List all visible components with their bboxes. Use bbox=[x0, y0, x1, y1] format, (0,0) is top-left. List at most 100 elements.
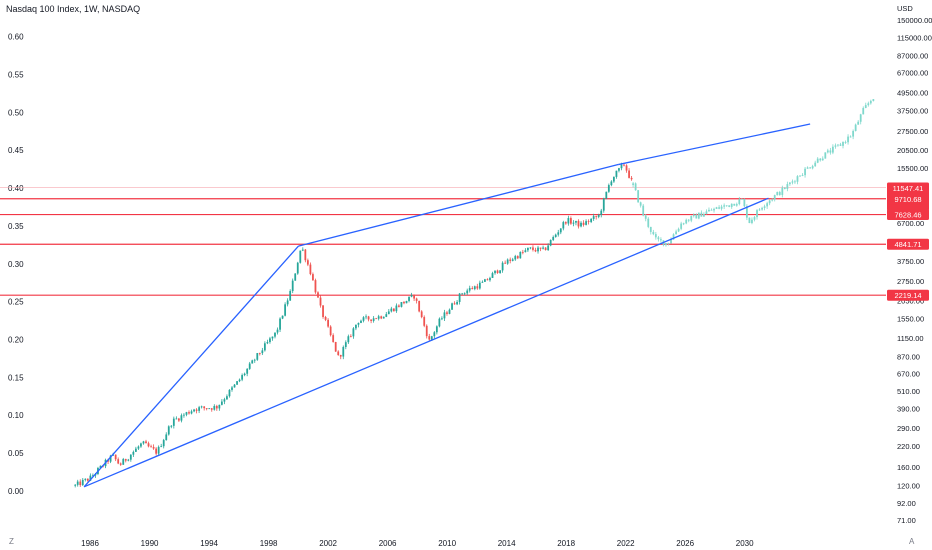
trendline bbox=[618, 123, 811, 166]
candle-body bbox=[461, 293, 464, 295]
timezone-corner-label[interactable]: Z bbox=[9, 537, 14, 546]
level-badge-bg bbox=[887, 289, 929, 301]
candle-body bbox=[652, 231, 655, 235]
candle-body bbox=[456, 301, 458, 305]
candle-body bbox=[81, 479, 84, 486]
candle-body bbox=[537, 247, 539, 252]
x-axis-tick-label: 2026 bbox=[676, 539, 694, 548]
candle-body bbox=[660, 239, 662, 241]
candle-body bbox=[773, 195, 776, 200]
candle-body bbox=[226, 396, 228, 400]
autoscale-corner-label[interactable]: A bbox=[909, 537, 915, 546]
candle-body bbox=[587, 221, 590, 222]
candle-body bbox=[657, 237, 660, 240]
candle-body bbox=[849, 136, 852, 138]
candle-body bbox=[175, 418, 178, 420]
candle-body bbox=[788, 182, 791, 185]
candle-body bbox=[446, 312, 448, 314]
candle-body bbox=[443, 312, 446, 319]
candle-body bbox=[771, 199, 774, 201]
candle-body bbox=[796, 176, 799, 182]
candle-body bbox=[309, 264, 312, 275]
candle-body bbox=[491, 273, 494, 278]
candle-body bbox=[519, 251, 522, 259]
candle-body bbox=[864, 105, 867, 108]
candle-body bbox=[428, 336, 431, 340]
level-badge-label: 4841.71 bbox=[894, 240, 921, 249]
candle-body bbox=[778, 192, 781, 195]
candle-body bbox=[763, 206, 766, 208]
candle-body bbox=[623, 164, 625, 166]
candle-body bbox=[695, 214, 698, 219]
candle-body bbox=[276, 329, 279, 333]
candle-body bbox=[360, 320, 362, 323]
candle-body bbox=[306, 260, 309, 265]
candle-body bbox=[743, 198, 746, 207]
candle-body bbox=[342, 346, 345, 357]
candle-body bbox=[84, 478, 87, 480]
candle-body bbox=[496, 270, 499, 274]
candle-body bbox=[382, 316, 385, 319]
candle-body bbox=[256, 353, 259, 360]
candle-body bbox=[687, 219, 690, 221]
candle-body bbox=[552, 236, 555, 240]
candle-body bbox=[220, 401, 223, 405]
candle-body bbox=[637, 190, 640, 203]
candle-body bbox=[134, 448, 137, 452]
candle-body bbox=[441, 318, 443, 320]
candle-body bbox=[218, 404, 221, 409]
candle-body bbox=[867, 103, 870, 106]
candle-body bbox=[816, 158, 819, 163]
candle-body bbox=[147, 443, 150, 447]
candle-body bbox=[654, 234, 657, 238]
left-axis-tick-label: 0.15 bbox=[8, 373, 24, 382]
x-axis-tick-label: 1990 bbox=[141, 539, 159, 548]
candle-body bbox=[862, 107, 865, 115]
chart-title: Nasdaq 100 Index, 1W, NASDAQ bbox=[6, 4, 141, 14]
candle-body bbox=[269, 338, 271, 343]
candle-body bbox=[324, 316, 327, 320]
candle-body bbox=[672, 234, 675, 240]
candle-body bbox=[390, 308, 393, 312]
candle-body bbox=[423, 317, 426, 326]
x-axis-tick-label: 2010 bbox=[438, 539, 456, 548]
right-axis-tick-label: 150000.00 bbox=[897, 16, 932, 25]
candle-body bbox=[628, 170, 630, 178]
candle-body bbox=[380, 316, 383, 319]
candle-body bbox=[781, 187, 784, 195]
candle-body bbox=[570, 218, 572, 224]
candle-body bbox=[246, 368, 249, 374]
candle-body bbox=[165, 434, 168, 441]
candle-body bbox=[758, 209, 761, 211]
candle-body bbox=[829, 150, 832, 153]
candle-body bbox=[592, 216, 595, 219]
candle-body bbox=[274, 332, 276, 337]
candle-body bbox=[448, 309, 451, 314]
candle-body bbox=[322, 305, 324, 317]
candle-body bbox=[542, 247, 544, 249]
candle-body bbox=[205, 408, 208, 409]
candle-body bbox=[466, 290, 469, 294]
right-axis-tick-label: 290.00 bbox=[897, 424, 920, 433]
candle-body bbox=[534, 249, 537, 252]
right-axis-tick-label: 160.00 bbox=[897, 463, 920, 472]
candle-body bbox=[824, 152, 827, 159]
candle-body bbox=[231, 387, 233, 390]
candle-body bbox=[612, 176, 615, 182]
right-axis-tick-label: 67000.00 bbox=[897, 69, 928, 78]
candle-body bbox=[869, 100, 872, 104]
candle-body bbox=[365, 316, 367, 318]
candle-body bbox=[857, 121, 860, 125]
candle-body bbox=[804, 168, 806, 176]
candle-body bbox=[289, 291, 292, 301]
candle-body bbox=[478, 282, 481, 289]
candle-body bbox=[809, 167, 812, 169]
candle-body bbox=[127, 459, 130, 461]
level-badge-bg bbox=[887, 209, 929, 221]
candle-body bbox=[395, 305, 398, 312]
candle-body bbox=[481, 281, 484, 283]
candle-body bbox=[859, 114, 862, 122]
candle-body bbox=[329, 326, 332, 336]
candle-body bbox=[74, 484, 77, 486]
